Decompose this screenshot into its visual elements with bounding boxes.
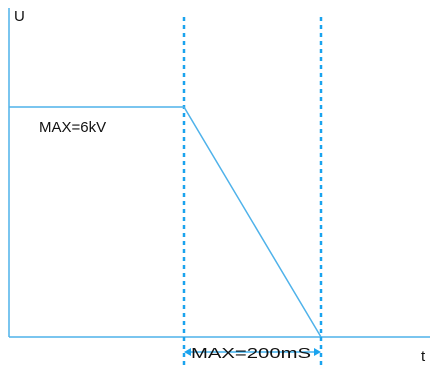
duration-dimension-arrow bbox=[184, 348, 321, 356]
voltage-curve bbox=[9, 106, 322, 338]
voltage-annotation: MAX=6kV bbox=[39, 119, 106, 136]
y-axis-label: U bbox=[14, 8, 25, 25]
arrowhead-left-icon bbox=[184, 348, 191, 356]
arrowhead-right-icon bbox=[314, 348, 321, 356]
duration-annotation: MAX=200mS bbox=[191, 345, 311, 362]
x-axis-label: t bbox=[421, 348, 426, 365]
